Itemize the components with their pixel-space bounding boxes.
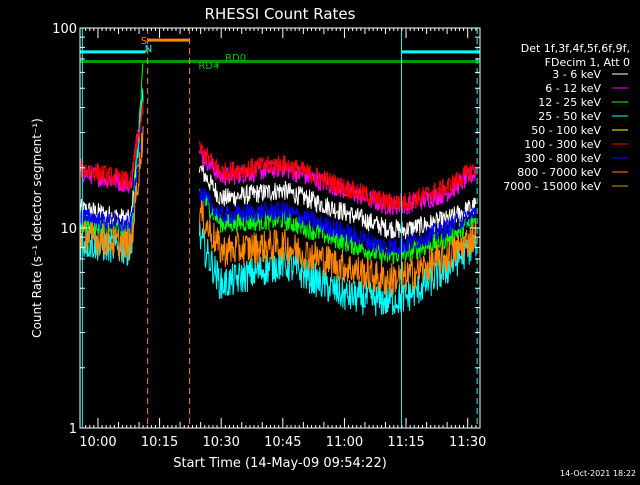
legend-label-1: 6 - 12 keV xyxy=(545,82,601,95)
x-tick-label-1: 10:15 xyxy=(141,435,178,450)
x-tick-label-2: 10:30 xyxy=(202,435,239,450)
legend-label-6: 300 - 800 keV xyxy=(524,152,601,165)
legend-label-0: 3 - 6 keV xyxy=(552,68,601,81)
legend-header-line-1: Det 1f,3f,4f,5f,6f,9f, xyxy=(521,42,630,55)
annotation-rd4: RD4 xyxy=(198,61,219,72)
series-line-5-seg-1 xyxy=(198,141,477,211)
x-tick-label-5: 11:15 xyxy=(387,435,424,450)
legend-label-2: 12 - 25 keV xyxy=(538,96,601,109)
x-tick-label-3: 10:45 xyxy=(264,435,301,450)
footer-timestamp: 14-Oct-2021 18:22 xyxy=(560,469,636,478)
annotation-marker-dot xyxy=(216,64,219,66)
x-tick-label-0: 10:00 xyxy=(79,435,116,450)
legend-label-8: 7000 - 15000 keV xyxy=(503,180,601,193)
flag-bars xyxy=(80,38,480,63)
legend-label-4: 50 - 100 keV xyxy=(531,124,601,137)
legend: Det 1f,3f,4f,5f,6f,9f, FDecim 1, Att 0 3… xyxy=(503,42,630,193)
y-axis-label: Count Rate (s⁻¹ detector segment⁻¹) xyxy=(30,118,44,338)
x-axis: 10:00 10:15 10:30 10:45 11:00 11:15 11:30 xyxy=(79,28,486,450)
chart-title: RHESSI Count Rates xyxy=(205,5,356,23)
series-line-5-seg-0 xyxy=(79,100,144,190)
series-line-7-seg-1 xyxy=(198,200,477,296)
series-line-7-seg-0 xyxy=(79,125,144,261)
series-line-6-seg-1 xyxy=(198,187,477,257)
y-axis: 1 10 100 xyxy=(52,22,480,437)
legend-label-7: 800 - 7000 keV xyxy=(517,166,601,179)
y-tick-label-1: 10 xyxy=(60,222,77,237)
legend-label-3: 25 - 50 keV xyxy=(538,110,601,123)
legend-label-5: 100 - 300 keV xyxy=(524,138,601,151)
plot-area xyxy=(79,63,477,317)
series-line-6-seg-0 xyxy=(79,126,144,235)
y-tick-label-2: 100 xyxy=(52,22,77,37)
legend-header-line-2: FDecim 1, Att 0 xyxy=(545,56,630,69)
x-tick-label-4: 11:00 xyxy=(326,435,363,450)
annotation-rd0: RD0 xyxy=(225,53,246,64)
x-axis-label: Start Time (14-May-09 09:54:22) xyxy=(173,456,387,471)
series-line-3-seg-1 xyxy=(198,223,477,317)
x-tick-label-6: 11:30 xyxy=(449,435,486,450)
annotations: SN RD4 RD0 xyxy=(141,36,246,72)
y-tick-label-0: 1 xyxy=(69,422,77,437)
annotation-n: N xyxy=(145,44,152,55)
annotation-s: S xyxy=(141,36,147,47)
